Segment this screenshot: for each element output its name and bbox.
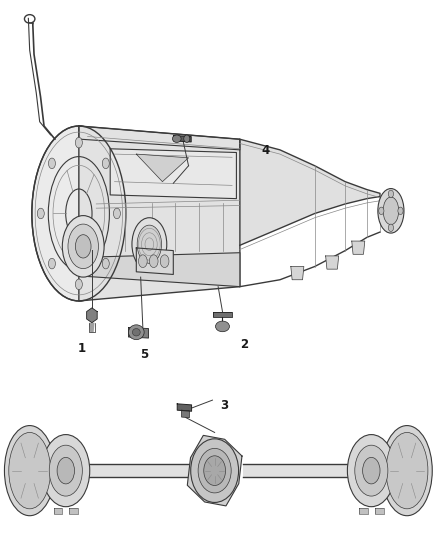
Text: 2: 2 bbox=[240, 338, 248, 351]
Text: 1: 1 bbox=[78, 342, 86, 355]
Ellipse shape bbox=[57, 457, 74, 484]
Ellipse shape bbox=[102, 158, 109, 168]
Ellipse shape bbox=[75, 138, 82, 148]
Polygon shape bbox=[187, 435, 242, 506]
Ellipse shape bbox=[363, 457, 380, 484]
Ellipse shape bbox=[198, 448, 231, 493]
Polygon shape bbox=[45, 464, 188, 477]
Ellipse shape bbox=[37, 208, 44, 219]
Polygon shape bbox=[243, 464, 393, 477]
Ellipse shape bbox=[386, 432, 428, 509]
Polygon shape bbox=[359, 508, 368, 514]
Polygon shape bbox=[174, 135, 191, 142]
Ellipse shape bbox=[138, 255, 147, 268]
Polygon shape bbox=[177, 404, 191, 411]
Polygon shape bbox=[325, 256, 339, 269]
Ellipse shape bbox=[215, 321, 230, 332]
Polygon shape bbox=[79, 126, 240, 150]
Ellipse shape bbox=[9, 432, 50, 509]
Ellipse shape bbox=[49, 158, 56, 168]
Ellipse shape bbox=[132, 328, 140, 336]
Polygon shape bbox=[375, 508, 384, 514]
Ellipse shape bbox=[128, 325, 144, 340]
Text: 4: 4 bbox=[262, 144, 270, 157]
Ellipse shape bbox=[347, 434, 395, 507]
Polygon shape bbox=[88, 253, 240, 287]
Polygon shape bbox=[213, 312, 232, 317]
Polygon shape bbox=[128, 327, 148, 338]
Polygon shape bbox=[53, 508, 62, 514]
Ellipse shape bbox=[132, 217, 167, 271]
Polygon shape bbox=[110, 149, 237, 199]
Ellipse shape bbox=[398, 207, 403, 215]
Ellipse shape bbox=[75, 279, 82, 289]
Ellipse shape bbox=[149, 255, 158, 268]
Ellipse shape bbox=[389, 190, 393, 198]
Ellipse shape bbox=[4, 425, 55, 516]
Ellipse shape bbox=[62, 216, 104, 277]
Ellipse shape bbox=[102, 259, 109, 269]
Polygon shape bbox=[89, 322, 95, 332]
Ellipse shape bbox=[204, 456, 226, 486]
Polygon shape bbox=[87, 308, 97, 322]
Ellipse shape bbox=[355, 445, 388, 496]
Polygon shape bbox=[136, 248, 173, 274]
Ellipse shape bbox=[68, 224, 99, 269]
Ellipse shape bbox=[378, 189, 404, 233]
Ellipse shape bbox=[137, 225, 162, 263]
Polygon shape bbox=[182, 410, 189, 418]
Polygon shape bbox=[69, 508, 78, 514]
Ellipse shape bbox=[32, 126, 126, 301]
Ellipse shape bbox=[173, 135, 181, 142]
Ellipse shape bbox=[382, 425, 432, 516]
Polygon shape bbox=[352, 241, 365, 254]
Text: 5: 5 bbox=[140, 348, 148, 361]
Ellipse shape bbox=[184, 135, 190, 142]
Ellipse shape bbox=[42, 434, 90, 507]
Polygon shape bbox=[291, 266, 304, 280]
Text: 3: 3 bbox=[220, 399, 228, 412]
Polygon shape bbox=[136, 154, 188, 182]
Polygon shape bbox=[79, 126, 240, 301]
Ellipse shape bbox=[113, 208, 120, 219]
Ellipse shape bbox=[49, 259, 56, 269]
Ellipse shape bbox=[49, 445, 82, 496]
Ellipse shape bbox=[75, 235, 91, 258]
Polygon shape bbox=[240, 139, 380, 251]
Ellipse shape bbox=[389, 224, 393, 231]
Ellipse shape bbox=[383, 197, 399, 224]
Ellipse shape bbox=[191, 439, 239, 503]
Ellipse shape bbox=[160, 255, 169, 268]
Ellipse shape bbox=[379, 207, 384, 215]
